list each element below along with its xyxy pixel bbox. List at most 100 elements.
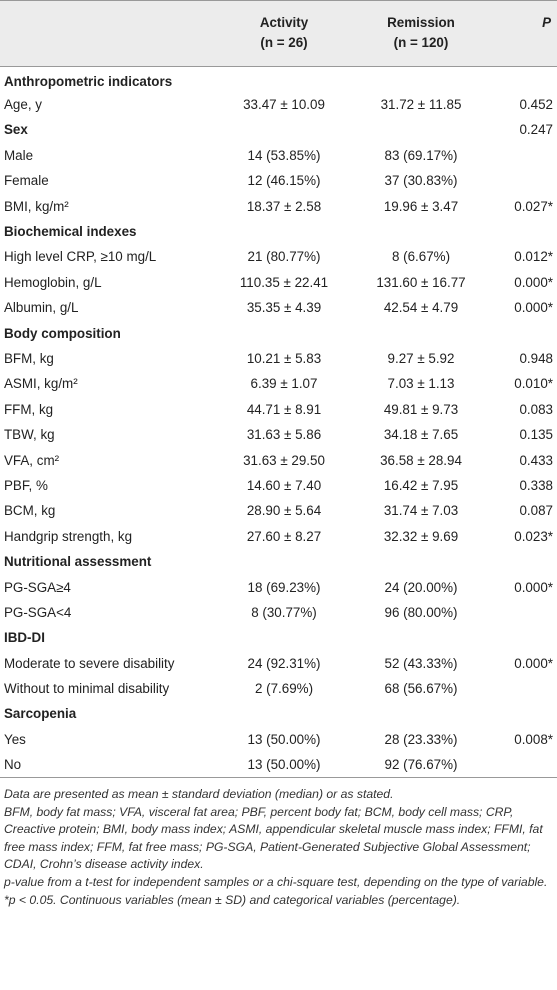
header-cell: Activity (n = 26) <box>215 1 353 67</box>
row-label: BMI, kg/m² <box>4 198 69 214</box>
remission-cell: 28 (23.33%) <box>384 731 458 747</box>
row-label: Hemoglobin, g/L <box>4 274 102 290</box>
activity-cell <box>215 320 353 345</box>
footnote: Data are presented as mean ± standard de… <box>4 786 394 801</box>
row-label: ASMI, kg/m² <box>4 376 78 392</box>
remission-cell: 68 (56.67%) <box>384 681 458 697</box>
section-label: Sex <box>4 122 28 138</box>
row-label: PG-SGA≥4 <box>4 579 71 595</box>
section-label: Biochemical indexes <box>4 224 137 240</box>
header-blank <box>0 1 215 67</box>
section-label: IBD-DI <box>4 630 45 646</box>
activity-cell: 18 (69.23%) <box>247 579 321 595</box>
row-label: No <box>4 756 22 772</box>
activity-cell: 12 (46.15%) <box>247 173 321 189</box>
header-cell: Remission (n = 120) <box>353 1 489 67</box>
row-label: Female <box>4 173 49 189</box>
p-value-cell <box>489 701 557 726</box>
p-value-cell: 0.000* <box>514 579 553 595</box>
section-label: Anthropometric indicators <box>4 73 173 89</box>
data-row: High level CRP, ≥10 mg/L 21 (80.77%) 8 (6.… <box>0 244 557 269</box>
activity-cell: 6.39 ± 1.07 <box>250 376 318 392</box>
remission-cell: 83 (69.17%) <box>384 147 458 163</box>
activity-cell <box>215 701 353 726</box>
remission-cell: 36.58 ± 28.94 <box>380 452 462 468</box>
row-label: PG-SGA<4 <box>4 604 72 620</box>
remission-cell: 42.54 ± 4.79 <box>383 300 459 316</box>
activity-cell: 44.71 ± 8.91 <box>246 401 322 417</box>
section-row: Sex 0.247 <box>0 117 557 142</box>
header-line: (n = 26) <box>260 35 308 50</box>
activity-cell: 28.90 ± 5.64 <box>246 503 322 519</box>
remission-cell <box>353 549 489 574</box>
data-row: Male 14 (53.85%) 83 (69.17%) <box>0 143 557 168</box>
p-value-cell <box>489 67 557 92</box>
section-row: Body composition <box>0 320 557 345</box>
activity-cell: 35.35 ± 4.39 <box>246 300 322 316</box>
data-row: Yes 13 (50.00%) 28 (23.33%) 0.008* <box>0 727 557 752</box>
remission-cell: 131.60 ± 16.77 <box>376 274 466 290</box>
p-value-cell <box>489 219 557 244</box>
p-value-cell: 0.083 <box>519 401 553 417</box>
activity-cell <box>215 625 353 650</box>
data-table: Activity (n = 26) Remission (n = 120) P An… <box>0 0 557 778</box>
data-row: ASMI, kg/m² 6.39 ± 1.07 7.03 ± 1.13 0.010* <box>0 371 557 396</box>
p-value-cell: 0.948 <box>519 350 553 366</box>
activity-cell: 27.60 ± 8.27 <box>246 528 322 544</box>
remission-cell: 32.32 ± 9.69 <box>383 528 459 544</box>
data-row: Hemoglobin, g/L 110.35 ± 22.41 131.60 ± 16… <box>0 270 557 295</box>
data-row: PG-SGA≥4 18 (69.23%) 24 (20.00%) 0.000* <box>0 574 557 599</box>
p-value-cell: 0.433 <box>519 452 553 468</box>
activity-cell: 18.37 ± 2.58 <box>246 198 322 214</box>
p-value-cell: 0.010* <box>514 376 553 392</box>
activity-cell: 13 (50.00%) <box>247 756 321 772</box>
data-row: VFA, cm² 31.63 ± 29.50 36.58 ± 28.94 0.433 <box>0 447 557 472</box>
section-row: IBD-DI <box>0 625 557 650</box>
header-row: Activity (n = 26) Remission (n = 120) P <box>0 0 557 67</box>
row-label: VFA, cm² <box>4 452 60 468</box>
remission-cell: 31.74 ± 7.03 <box>383 503 459 519</box>
activity-cell: 2 (7.69%) <box>254 681 314 697</box>
activity-cell: 110.35 ± 22.41 <box>239 274 329 290</box>
data-row: PBF, % 14.60 ± 7.40 16.42 ± 7.95 0.338 <box>0 473 557 498</box>
table-body: Anthropometric indicators Age, y 33.47 ± 1… <box>0 67 557 778</box>
p-value-cell: 0.087 <box>519 503 553 519</box>
footnote: BFM, body fat mass; VFA, visceral fat ar… <box>4 804 543 872</box>
p-value-cell: 0.000* <box>514 300 553 316</box>
p-value-cell: 0.452 <box>519 97 553 113</box>
activity-cell: 31.63 ± 5.86 <box>246 427 322 443</box>
row-label: Moderate to severe disability <box>4 655 175 671</box>
data-row: Handgrip strength, kg 27.60 ± 8.27 32.32 ±… <box>0 524 557 549</box>
remission-cell: 49.81 ± 9.73 <box>383 401 459 417</box>
remission-cell: 19.96 ± 3.47 <box>383 198 459 214</box>
p-value-cell: 0.135 <box>519 427 553 443</box>
p-value-cell <box>489 600 557 625</box>
data-row: Moderate to severe disability 24 (92.31%)… <box>0 650 557 675</box>
p-value-cell <box>489 320 557 345</box>
data-row: Albumin, g/L 35.35 ± 4.39 42.54 ± 4.79 0.00… <box>0 295 557 320</box>
row-label: Handgrip strength, kg <box>4 528 133 544</box>
remission-cell <box>353 117 489 142</box>
activity-cell <box>215 67 353 92</box>
row-label: Age, y <box>4 97 42 113</box>
remission-cell <box>353 320 489 345</box>
p-value-cell: 0.012* <box>514 249 553 265</box>
row-label: Yes <box>4 731 26 747</box>
remission-cell: 96 (80.00%) <box>384 604 458 620</box>
section-label: Sarcopenia <box>4 706 77 722</box>
remission-cell: 8 (6.67%) <box>391 249 451 265</box>
remission-cell <box>353 625 489 650</box>
section-row: Sarcopenia <box>0 701 557 726</box>
remission-cell: 52 (43.33%) <box>384 655 458 671</box>
p-value-cell <box>489 752 557 777</box>
remission-cell: 31.72 ± 11.85 <box>380 97 462 113</box>
header-line: (n = 120) <box>393 35 449 50</box>
section-row: Anthropometric indicators <box>0 67 557 92</box>
header-line: Activity <box>259 15 309 30</box>
p-value-cell: 0.247 <box>519 122 553 138</box>
activity-cell: 24 (92.31%) <box>247 655 321 671</box>
row-label: BCM, kg <box>4 503 56 519</box>
row-label: FFM, kg <box>4 401 54 417</box>
data-row: No 13 (50.00%) 92 (76.67%) <box>0 752 557 777</box>
table-header: Activity (n = 26) Remission (n = 120) P <box>0 0 557 67</box>
